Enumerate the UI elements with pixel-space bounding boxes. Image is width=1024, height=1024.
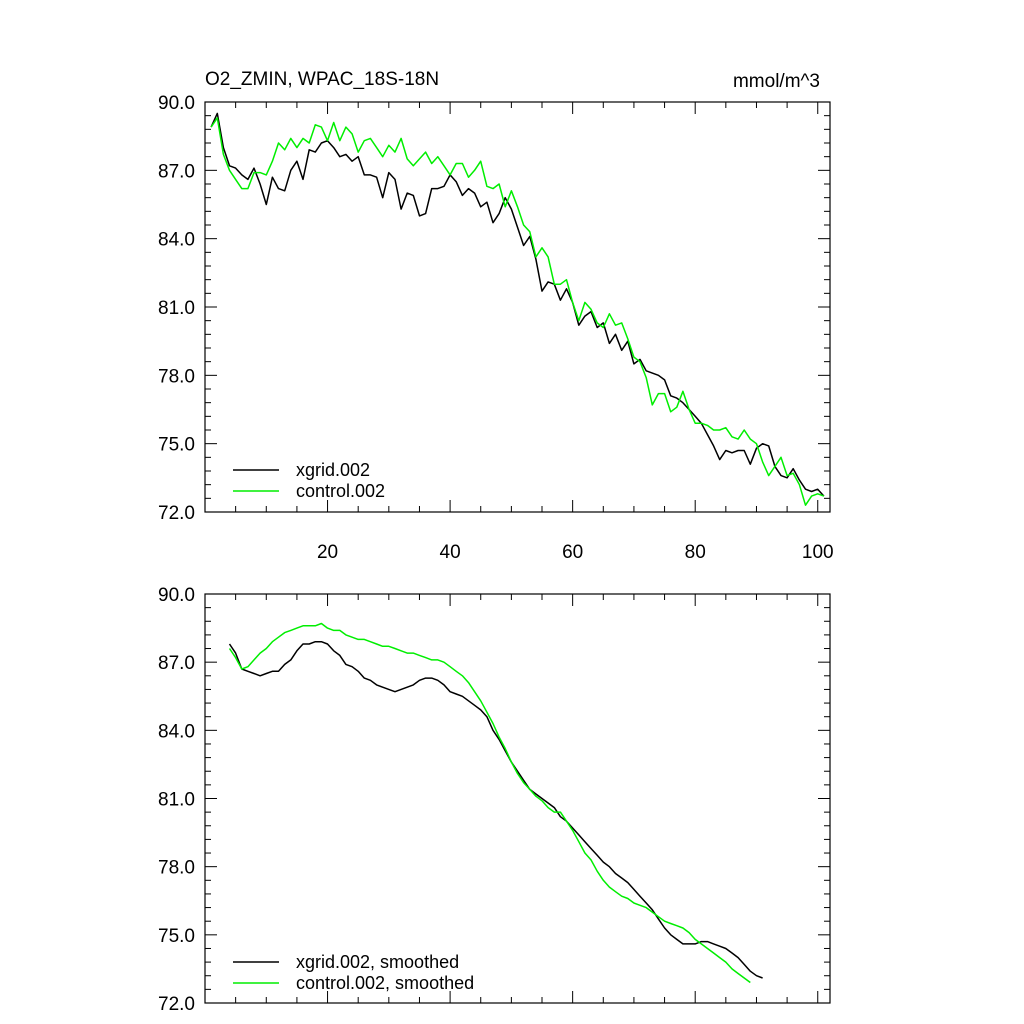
y-tick-label: 87.0: [158, 653, 195, 674]
y-tick-label: 84.0: [158, 721, 195, 742]
y-tick-label: 78.0: [158, 366, 195, 387]
legend-label: xgrid.002, smoothed: [296, 952, 459, 972]
smoothed-panel: 72.0 75.0 78.0 81.0 84.0 87.0 90.0 xgrid.002, s…: [158, 585, 831, 1015]
y-tick-label: 75.0: [158, 926, 195, 947]
x-tick-label: 40: [440, 542, 461, 563]
units-label: mmol/m^3: [733, 71, 820, 92]
y-tick-label: 75.0: [158, 435, 195, 456]
x-tick-label: 80: [685, 542, 706, 563]
x-tick-label: 100: [802, 542, 834, 563]
raw-panel: 72.0 75.0 78.0 81.0 84.0 87.0 90.0 20 40 60 80 100 x…: [158, 93, 834, 563]
y-tick-label: 84.0: [158, 230, 195, 251]
y-tick-label: 78.0: [158, 858, 195, 879]
y-tick-label: 72.0: [158, 503, 195, 524]
x-tick-label: 20: [317, 542, 338, 563]
y-tick-label: 81.0: [158, 298, 195, 319]
series-line-xgrid: [210, 112, 825, 497]
legend-label: xgrid.002: [296, 460, 370, 480]
y-tick-label: 90.0: [158, 585, 195, 606]
series-line-xgrid: [228, 640, 763, 979]
series-line-control: [228, 622, 751, 984]
series-line-control: [210, 117, 825, 506]
chart-title: O2_ZMIN, WPAC_18S-18N: [205, 69, 439, 90]
y-tick-label: 87.0: [158, 161, 195, 182]
legend-label: control.002, smoothed: [296, 973, 474, 993]
y-tick-label: 72.0: [158, 994, 195, 1015]
y-tick-label: 90.0: [158, 93, 195, 114]
y-tick-label: 81.0: [158, 790, 195, 811]
legend-label: control.002: [296, 481, 385, 501]
x-tick-label: 60: [562, 542, 583, 563]
